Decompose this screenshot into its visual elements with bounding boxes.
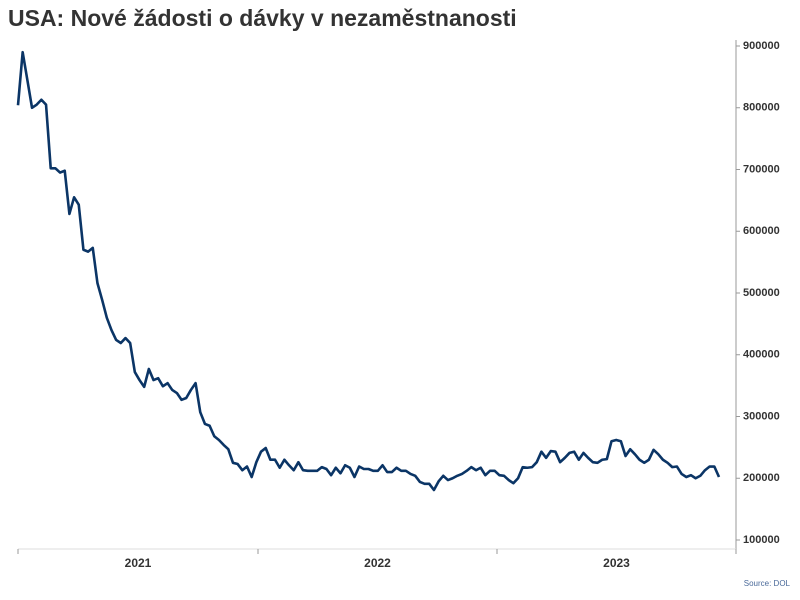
y-tick-label: 400000	[743, 349, 780, 361]
series-line	[16, 50, 721, 492]
x-tick-label: 2021	[125, 556, 152, 570]
y-tick-label: 100000	[743, 534, 780, 546]
x-tick-label: 2022	[364, 556, 391, 570]
x-tick-label: 2023	[603, 556, 630, 570]
chart-title: USA: Nové žádosti o dávky v nezaměstnano…	[8, 5, 517, 31]
y-tick-label: 600000	[743, 225, 780, 237]
y-tick-label: 900000	[743, 40, 780, 52]
source: Source: DOL	[744, 579, 791, 588]
y-tick-label: 800000	[743, 102, 780, 114]
y-tick-label: 700000	[743, 163, 780, 175]
y-tick-label: 500000	[743, 287, 780, 299]
y-tick-label: 200000	[743, 472, 780, 484]
y-tick-label: 300000	[743, 410, 780, 422]
